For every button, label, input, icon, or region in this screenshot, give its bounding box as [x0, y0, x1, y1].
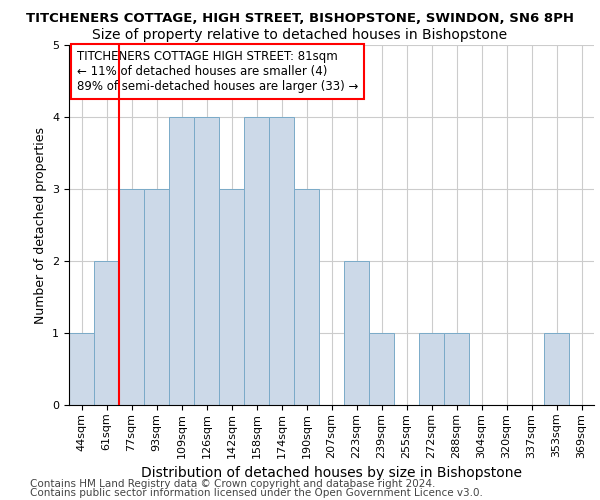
- Bar: [344, 261, 369, 405]
- Bar: [269, 117, 294, 405]
- Bar: [294, 189, 319, 405]
- Bar: [194, 117, 219, 405]
- Bar: [119, 189, 144, 405]
- Bar: [369, 333, 394, 405]
- Bar: [144, 189, 169, 405]
- Bar: [94, 261, 119, 405]
- Bar: [419, 333, 444, 405]
- Text: Contains public sector information licensed under the Open Government Licence v3: Contains public sector information licen…: [30, 488, 483, 498]
- Bar: [244, 117, 269, 405]
- Y-axis label: Number of detached properties: Number of detached properties: [34, 126, 47, 324]
- Bar: [444, 333, 469, 405]
- Bar: [219, 189, 244, 405]
- Bar: [169, 117, 194, 405]
- Bar: [544, 333, 569, 405]
- Text: TITCHENERS COTTAGE HIGH STREET: 81sqm
← 11% of detached houses are smaller (4)
8: TITCHENERS COTTAGE HIGH STREET: 81sqm ← …: [77, 50, 358, 94]
- X-axis label: Distribution of detached houses by size in Bishopstone: Distribution of detached houses by size …: [141, 466, 522, 480]
- Bar: [69, 333, 94, 405]
- Text: Size of property relative to detached houses in Bishopstone: Size of property relative to detached ho…: [92, 28, 508, 42]
- Text: TITCHENERS COTTAGE, HIGH STREET, BISHOPSTONE, SWINDON, SN6 8PH: TITCHENERS COTTAGE, HIGH STREET, BISHOPS…: [26, 12, 574, 26]
- Text: Contains HM Land Registry data © Crown copyright and database right 2024.: Contains HM Land Registry data © Crown c…: [30, 479, 436, 489]
